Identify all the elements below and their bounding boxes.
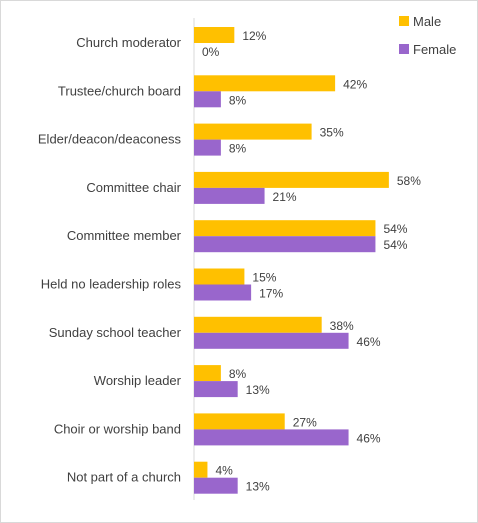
data-label-female: 0% [202, 45, 220, 59]
legend-swatch-female [399, 44, 409, 54]
legend-label-female: Female [413, 42, 456, 57]
data-label-female: 8% [229, 142, 247, 156]
data-label-male: 38% [330, 319, 354, 333]
bar-female [194, 332, 349, 349]
bar-male [194, 268, 245, 285]
bar-female [194, 381, 238, 398]
bar-female [194, 477, 238, 494]
data-label-female: 13% [246, 480, 270, 494]
bar-female [194, 284, 252, 301]
data-label-male: 54% [383, 222, 407, 236]
data-label-male: 27% [293, 415, 317, 429]
data-label-female: 13% [246, 383, 270, 397]
data-label-female: 46% [357, 431, 381, 445]
category-label: Worship leader [94, 373, 182, 388]
data-label-male: 12% [242, 29, 266, 43]
bar-female [194, 91, 221, 108]
bar-female [194, 429, 349, 446]
bar-male [194, 75, 336, 92]
legend: Male Female [399, 14, 456, 57]
legend-label-male: Male [413, 14, 441, 29]
data-label-female: 8% [229, 93, 247, 107]
bar-male [194, 123, 312, 140]
bar-male [194, 27, 235, 43]
category-label: Sunday school teacher [49, 325, 182, 340]
bar-male [194, 316, 322, 333]
data-label-female: 17% [259, 287, 283, 301]
data-label-female: 46% [357, 335, 381, 349]
bar-female [194, 236, 376, 253]
category-label: Not part of a church [67, 470, 181, 485]
bar-male [194, 461, 208, 478]
data-label-male: 35% [320, 126, 344, 140]
bar-female [194, 187, 265, 204]
category-label: Choir or worship band [54, 421, 181, 436]
legend-swatch-male [399, 16, 409, 26]
data-label-male: 4% [215, 464, 233, 478]
data-label-male: 15% [252, 271, 276, 285]
category-label: Church moderator [76, 35, 181, 50]
category-label: Committee member [67, 228, 182, 243]
data-label-male: 8% [229, 367, 247, 381]
bar-male [194, 365, 221, 382]
bar-male [194, 413, 285, 430]
category-label: Committee chair [86, 180, 181, 195]
bar-male [194, 171, 389, 188]
category-label: Held no leadership roles [41, 277, 182, 292]
labels-layer: Church moderator 12% 0% Trustee/church boar… [38, 29, 421, 494]
bar-female [194, 139, 221, 156]
data-label-male: 42% [343, 77, 367, 91]
category-label: Trustee/church board [58, 83, 181, 98]
bars-layer [193, 18, 389, 500]
bar-male [194, 220, 376, 237]
data-label-female: 21% [273, 190, 297, 204]
category-label: Elder/deacon/deaconess [38, 132, 182, 147]
data-label-male: 58% [397, 174, 421, 188]
data-label-female: 54% [383, 238, 407, 252]
